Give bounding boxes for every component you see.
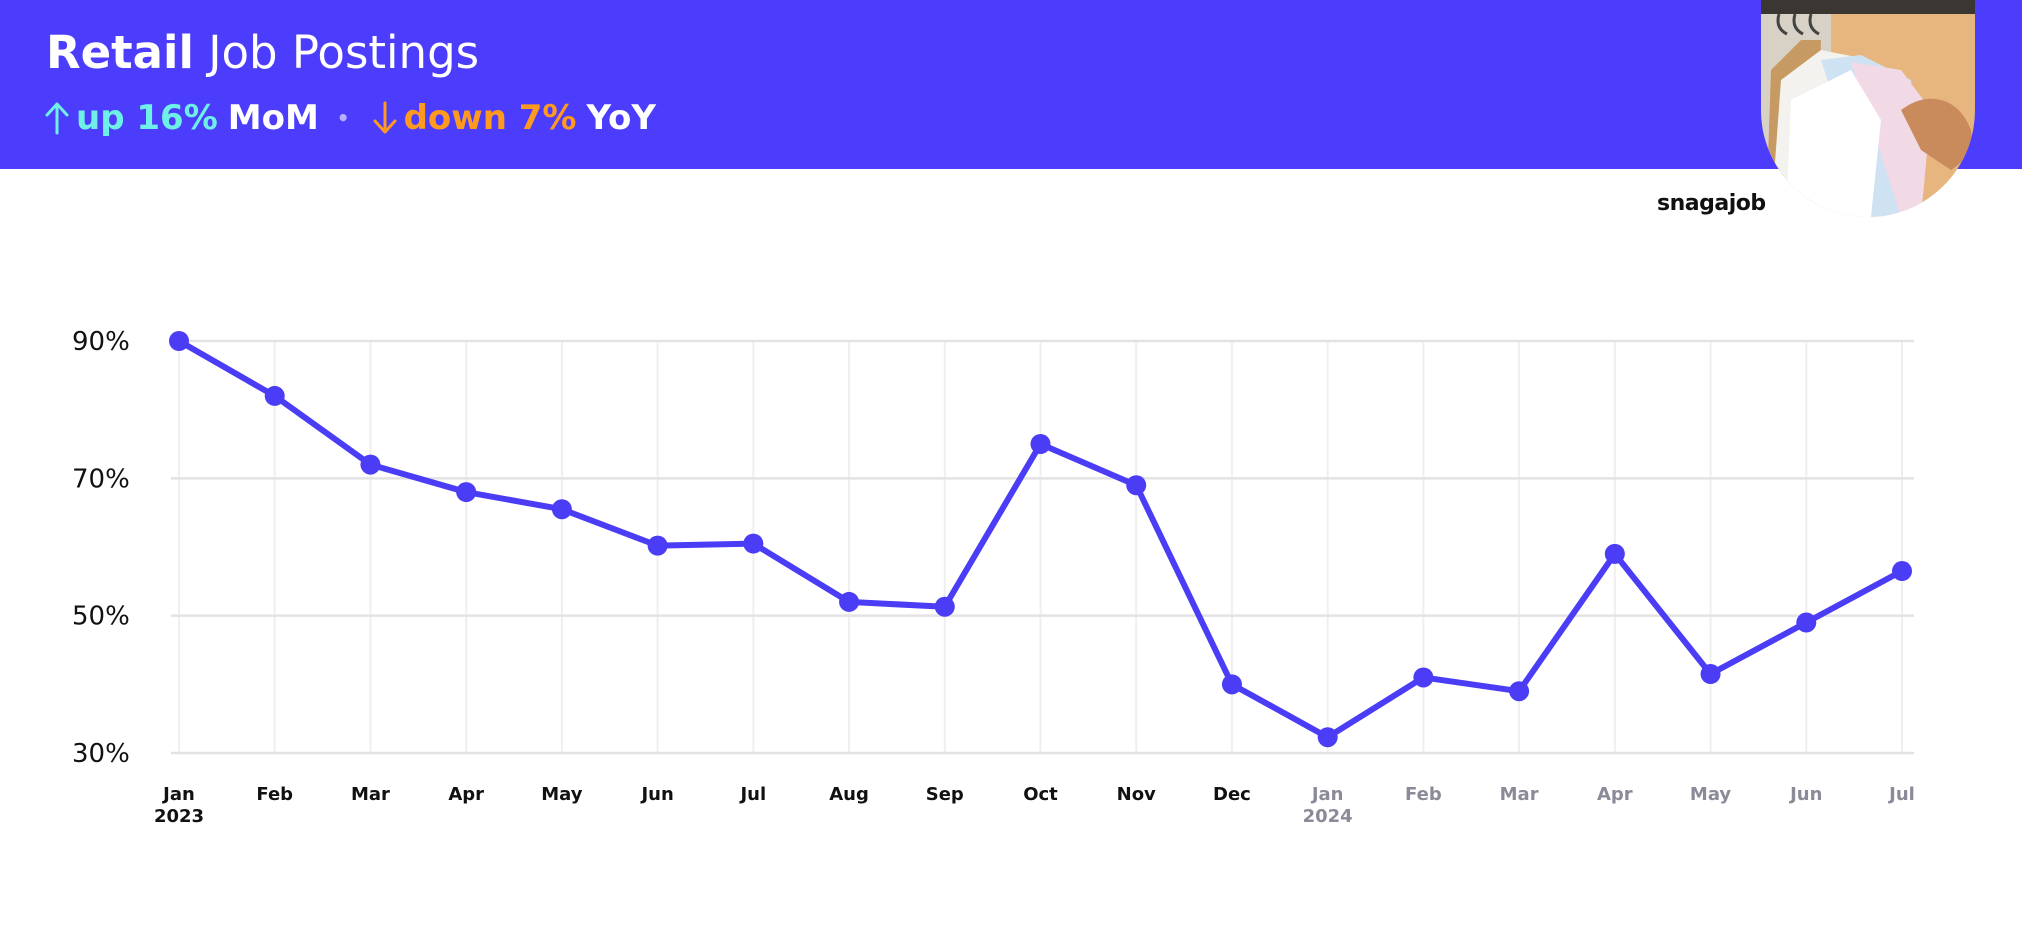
y-tick-label: 90% xyxy=(72,327,130,357)
data-points xyxy=(169,331,1912,748)
data-point xyxy=(743,533,764,554)
data-point xyxy=(1604,543,1625,564)
yoy-label: YoY xyxy=(586,98,656,138)
data-point xyxy=(1317,727,1338,748)
x-tick-label: Jul xyxy=(738,784,766,805)
x-tick-label: Oct xyxy=(1023,784,1058,805)
x-year-label: 2024 xyxy=(1303,806,1353,827)
stats-row: up 16% MoM • down 7% YoY xyxy=(42,98,656,138)
x-tick-label: Jul xyxy=(1887,784,1915,805)
data-point xyxy=(1509,681,1530,702)
data-point xyxy=(360,454,381,475)
horizontal-gridlines xyxy=(171,339,1914,755)
data-point xyxy=(647,535,668,556)
x-tick-label: Aug xyxy=(829,784,869,805)
separator-dot: • xyxy=(336,106,350,130)
y-tick-label: 50% xyxy=(72,602,130,632)
data-point xyxy=(1413,667,1434,688)
x-tick-label: Nov xyxy=(1117,784,1156,805)
data-point xyxy=(169,331,189,351)
x-tick-label: Apr xyxy=(1597,784,1633,805)
data-point xyxy=(1796,612,1817,633)
y-tick-label: 30% xyxy=(72,739,130,769)
x-tick-label: Feb xyxy=(1405,784,1442,805)
y-tick-label: 70% xyxy=(72,464,130,494)
data-point xyxy=(1700,664,1721,685)
data-point xyxy=(264,385,285,406)
brand-logo: snagajob xyxy=(1657,191,1766,216)
data-point xyxy=(1126,475,1147,496)
x-tick-label: Mar xyxy=(351,784,390,805)
x-tick-label: Feb xyxy=(256,784,293,805)
data-point xyxy=(456,482,477,503)
data-point xyxy=(1892,561,1912,582)
data-point xyxy=(1221,674,1242,695)
yoy-value: down 7% xyxy=(403,98,577,138)
title-rest: Job Postings xyxy=(208,26,480,79)
data-point xyxy=(551,499,572,520)
x-tick-label: Sep xyxy=(926,784,964,805)
x-year-label: 2023 xyxy=(154,806,204,827)
arrow-up-icon xyxy=(45,102,69,135)
x-tick-label: May xyxy=(541,784,583,805)
data-point xyxy=(934,596,955,617)
mom-label: MoM xyxy=(227,98,319,138)
x-tick-label: Dec xyxy=(1213,784,1251,805)
data-point xyxy=(839,591,860,612)
page-title: Retail Job Postings xyxy=(46,26,479,79)
x-tick-label: Apr xyxy=(448,784,484,805)
header-band xyxy=(0,0,2022,169)
x-tick-label: Mar xyxy=(1500,784,1539,805)
vertical-gridlines xyxy=(178,341,1903,753)
x-tick-label: Jun xyxy=(639,784,673,805)
x-tick-label: May xyxy=(1690,784,1732,805)
arrow-down-icon xyxy=(373,101,397,134)
title-bold: Retail xyxy=(46,26,194,79)
y-axis-ticks: 30% 50% 70% 90% xyxy=(72,327,130,769)
x-tick-label: Jan xyxy=(1310,784,1344,805)
data-point xyxy=(1030,434,1051,454)
x-tick-label: Jan xyxy=(161,784,195,805)
mom-value: up 16% xyxy=(76,98,218,138)
x-tick-label: Jun xyxy=(1788,784,1822,805)
